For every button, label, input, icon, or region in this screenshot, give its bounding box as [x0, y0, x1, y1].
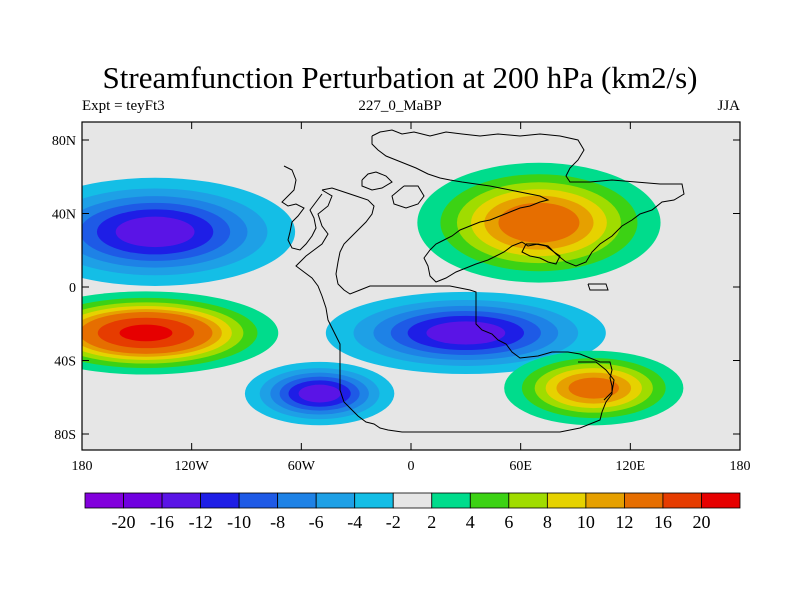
contour-band	[426, 321, 506, 345]
lon-label: 0	[408, 459, 415, 474]
colorbar-box	[161, 492, 201, 509]
lat-label: 0	[69, 281, 76, 296]
lon-label: 120E	[616, 459, 646, 474]
colorbar-label: 4	[466, 512, 475, 532]
colorbar-box	[123, 492, 163, 509]
contour-south-pacific-high	[82, 291, 279, 375]
contour-band	[568, 377, 619, 399]
plot-title: Streamfunction Perturbation at 200 hPa (…	[102, 60, 698, 95]
colorbar-label: -16	[150, 512, 174, 532]
lon-label: 180	[72, 459, 93, 474]
contour-band	[119, 324, 173, 342]
colorbar-box	[469, 492, 510, 509]
continent-outline	[281, 129, 685, 433]
lat-label: 80S	[54, 428, 76, 443]
case-label: 227_0_MaBP	[358, 98, 442, 114]
colorbar-box	[585, 492, 625, 509]
lon-label: 180	[730, 459, 751, 474]
colorbar-label: -20	[112, 512, 136, 532]
colorbar-box	[392, 492, 433, 509]
colorbar-label: 8	[543, 512, 552, 532]
colorbar-label: -12	[189, 512, 213, 532]
contour-south-atlantic-low	[325, 291, 606, 375]
colorbar-box	[200, 492, 240, 509]
colorbar-label: -10	[227, 512, 251, 532]
contour-eurasia-high	[417, 162, 661, 283]
contour-north-pacific-low	[82, 177, 296, 286]
colorbar-box	[701, 492, 741, 509]
colorbar-box	[546, 492, 587, 509]
colorbar-label: 12	[615, 512, 633, 532]
colorbar-label: 20	[692, 512, 710, 532]
contour-band	[298, 384, 341, 403]
colorbar-box	[354, 492, 394, 509]
contour-southern-indian-high	[504, 350, 684, 426]
colorbar-box	[624, 492, 664, 509]
lon-label: 60W	[288, 459, 316, 474]
colorbar-label: -8	[270, 512, 285, 532]
contour-fill-layer	[82, 162, 684, 426]
lat-label: 40N	[52, 208, 76, 223]
colorbar-box	[84, 492, 124, 509]
lon-label: 60E	[509, 459, 532, 474]
colorbar: -20 -16 -12 -10 -8 -6 -4 -2 2 4 6 8 10 12 16 20	[84, 492, 741, 532]
lat-label: 80N	[52, 134, 76, 149]
map-axes: 80N 40N 0 40S 80S 180 120W 60W 0 60E 120E 180	[52, 122, 751, 474]
colorbar-box	[315, 492, 356, 509]
colorbar-box	[508, 492, 548, 509]
colorbar-label: 10	[577, 512, 595, 532]
colorbar-box	[238, 492, 279, 509]
colorbar-box	[431, 492, 471, 509]
lon-label: 120W	[175, 459, 210, 474]
colorbar-label: 6	[504, 512, 513, 532]
colorbar-box	[662, 492, 702, 509]
colorbar-box	[277, 492, 317, 509]
map-frame	[81, 121, 741, 451]
colorbar-label: 2	[427, 512, 436, 532]
contour-southern-ocean-low	[244, 361, 395, 426]
season-label: JJA	[717, 98, 740, 114]
contour-band	[115, 216, 195, 248]
contour-band	[498, 202, 580, 243]
experiment-label: Expt = teyFt3	[82, 98, 165, 114]
lat-label: 40S	[54, 355, 76, 370]
colorbar-label: 16	[654, 512, 672, 532]
colorbar-label: -6	[309, 512, 324, 532]
colorbar-label: -2	[386, 512, 401, 532]
colorbar-label: -4	[347, 512, 362, 532]
